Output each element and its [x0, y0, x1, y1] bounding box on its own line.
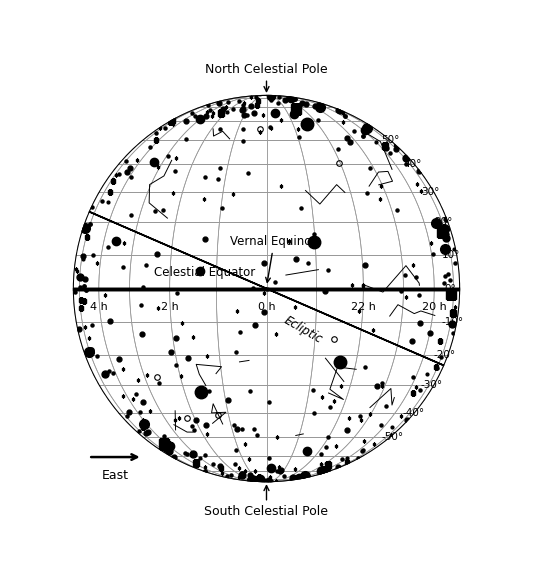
Text: 0°: 0° — [445, 284, 456, 293]
Text: North Celestial Pole: North Celestial Pole — [205, 63, 328, 92]
Text: 4 h: 4 h — [90, 302, 108, 312]
Text: 0 h: 0 h — [257, 302, 276, 312]
Text: 50°: 50° — [381, 135, 399, 145]
Text: -20°: -20° — [434, 350, 456, 360]
Text: -50°: -50° — [381, 432, 403, 442]
Text: 22 h: 22 h — [351, 302, 376, 312]
Text: -10°: -10° — [442, 317, 464, 327]
Text: 20°: 20° — [434, 217, 453, 227]
Text: South Celestial Pole: South Celestial Pole — [205, 486, 328, 518]
Text: 40°: 40° — [403, 159, 422, 169]
Text: Vernal Equinox: Vernal Equinox — [230, 235, 318, 282]
Text: East: East — [102, 469, 129, 482]
Text: 2 h: 2 h — [161, 302, 179, 312]
Text: -30°: -30° — [421, 381, 443, 390]
Text: 30°: 30° — [421, 187, 439, 197]
Text: Celestial Equator: Celestial Equator — [154, 266, 255, 279]
Text: 10°: 10° — [442, 250, 461, 260]
Text: 20 h: 20 h — [422, 302, 447, 312]
Text: Ecliptic: Ecliptic — [282, 314, 325, 346]
Circle shape — [73, 95, 460, 482]
Text: -40°: -40° — [403, 408, 425, 418]
